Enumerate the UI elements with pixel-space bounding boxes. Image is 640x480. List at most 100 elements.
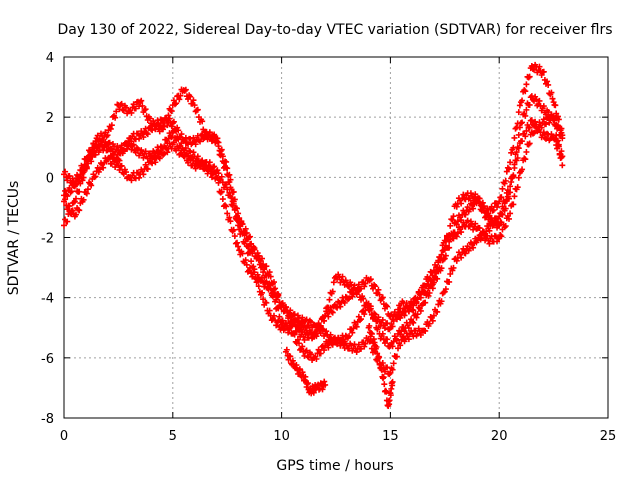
y-tick-label: -2 bbox=[41, 232, 54, 247]
data-point bbox=[191, 102, 198, 109]
data-point bbox=[267, 285, 274, 292]
data-point bbox=[235, 243, 242, 250]
data-point-fill bbox=[83, 171, 99, 197]
series-track-1 bbox=[61, 61, 566, 343]
data-point-fill bbox=[453, 191, 469, 210]
x-tick-label: 15 bbox=[382, 429, 399, 444]
data-point-fill bbox=[257, 289, 273, 317]
data-point-fill bbox=[508, 102, 523, 156]
data-point-fill bbox=[366, 303, 382, 333]
data-point bbox=[430, 312, 437, 319]
data-point-fill bbox=[486, 200, 502, 219]
data-point-fill bbox=[138, 124, 153, 141]
data-point bbox=[245, 234, 252, 241]
data-point-fill bbox=[127, 169, 143, 184]
data-point-fill bbox=[236, 247, 251, 275]
data-point-fill bbox=[486, 232, 502, 247]
data-point-fill bbox=[83, 148, 99, 171]
data-point-fill bbox=[268, 286, 284, 309]
chart-title: Day 130 of 2022, Sidereal Day-to-day VTE… bbox=[57, 22, 612, 38]
axis-ticks: 0 5 10 15 20 25 -8 -6 -4 -2 0 2 4 bbox=[41, 51, 616, 444]
data-point-fill bbox=[138, 97, 153, 123]
data-point bbox=[474, 237, 481, 244]
data-point-fill bbox=[372, 344, 385, 371]
data-point-fill bbox=[323, 334, 338, 351]
data-point-fill bbox=[432, 289, 447, 315]
x-tick-label: 25 bbox=[600, 429, 617, 444]
data-point-fill bbox=[127, 130, 143, 145]
data-point-fill bbox=[453, 207, 469, 228]
data-point-fill bbox=[475, 224, 491, 244]
data-point-fill bbox=[399, 316, 415, 335]
series-track-4 bbox=[61, 111, 566, 342]
data-point-fill bbox=[529, 119, 545, 137]
data-point-fill bbox=[214, 175, 230, 210]
data-point bbox=[387, 369, 394, 376]
data-point-fill bbox=[551, 114, 565, 139]
data-point bbox=[507, 159, 514, 166]
data-point-fill bbox=[192, 131, 208, 148]
data-point bbox=[528, 117, 535, 124]
data-point-fill bbox=[105, 154, 121, 171]
series-track-3 bbox=[61, 117, 566, 378]
data-point-fill bbox=[399, 298, 415, 319]
data-point-fill bbox=[236, 219, 251, 243]
data-point-fill bbox=[497, 164, 512, 201]
data-point-fill bbox=[475, 198, 491, 221]
data-point-fill bbox=[181, 86, 197, 107]
data-point-fill bbox=[225, 189, 240, 221]
data-point bbox=[82, 189, 89, 196]
data-point-fill bbox=[283, 346, 297, 368]
data-point-fill bbox=[160, 140, 175, 158]
y-tick-label: 0 bbox=[46, 171, 54, 186]
data-point bbox=[507, 210, 514, 217]
x-tick-label: 10 bbox=[273, 429, 290, 444]
data-point-fill bbox=[257, 262, 273, 290]
data-point bbox=[398, 336, 405, 343]
data-point-fill bbox=[149, 149, 164, 167]
y-tick-label: -6 bbox=[41, 352, 54, 367]
data-point-fill bbox=[314, 378, 328, 393]
y-tick-label: 2 bbox=[46, 111, 54, 126]
data-point-fill bbox=[551, 135, 565, 158]
data-point-fill bbox=[421, 313, 436, 334]
data-point bbox=[559, 153, 566, 160]
y-tick-label: -8 bbox=[41, 412, 54, 427]
data-point-fill bbox=[181, 134, 197, 148]
data-point bbox=[376, 291, 383, 298]
data-point bbox=[409, 318, 416, 325]
data-points bbox=[61, 61, 566, 409]
data-point-fill bbox=[486, 215, 502, 234]
data-point-fill bbox=[290, 317, 306, 333]
data-point-fill bbox=[385, 380, 396, 408]
data-point-fill bbox=[410, 289, 425, 309]
data-point-fill bbox=[519, 65, 534, 104]
x-tick-label: 5 bbox=[169, 429, 177, 444]
x-tick-label: 0 bbox=[60, 429, 68, 444]
data-point-fill bbox=[203, 158, 219, 176]
data-point-fill bbox=[94, 155, 110, 175]
data-point-fill bbox=[497, 187, 512, 218]
data-point-fill bbox=[453, 245, 469, 264]
data-point-fill bbox=[464, 196, 480, 215]
data-point bbox=[224, 186, 231, 193]
data-point-fill bbox=[170, 139, 186, 158]
data-point-fill bbox=[62, 196, 77, 218]
data-point bbox=[202, 132, 209, 139]
y-axis-title: SDTVAR / TECUs bbox=[6, 181, 22, 296]
data-point-fill bbox=[366, 322, 378, 346]
data-point-fill bbox=[334, 271, 349, 288]
data-point-fill bbox=[334, 334, 349, 351]
x-axis-title: GPS time / hours bbox=[276, 458, 393, 474]
data-point-fill bbox=[497, 212, 512, 240]
data-point-fill bbox=[519, 94, 534, 126]
data-point bbox=[104, 132, 111, 139]
data-point-fill bbox=[344, 319, 360, 341]
data-point-fill bbox=[225, 214, 240, 247]
data-point-fill bbox=[519, 131, 534, 173]
series-segment-dip bbox=[365, 322, 396, 409]
data-point bbox=[61, 222, 67, 229]
data-point bbox=[430, 276, 437, 283]
data-point-fill bbox=[432, 239, 447, 276]
data-point-fill bbox=[192, 157, 208, 172]
